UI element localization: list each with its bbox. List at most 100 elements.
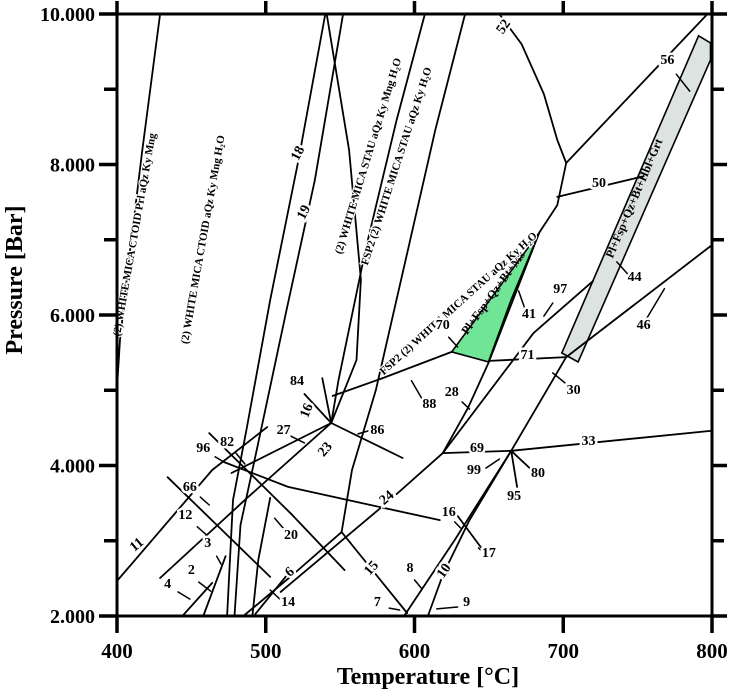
leader-96 (214, 456, 225, 463)
reaction-line-c69 (441, 449, 513, 455)
reaction-line-c20 (251, 496, 272, 617)
reaction-line-stau-left (325, 13, 362, 424)
curve-label-9-6: 9 (463, 595, 470, 610)
reaction-line-c9-10 (426, 449, 513, 617)
reaction-line-c66 (166, 476, 272, 578)
leader-66 (199, 496, 210, 506)
leader-16 (453, 521, 462, 529)
leader-99 (485, 458, 501, 469)
curve-label-56-29: 56 (660, 53, 674, 68)
reaction-line-prl (116, 13, 162, 389)
reaction-line-c2-3 (202, 555, 227, 617)
curve-label-84-36: 84 (290, 374, 304, 389)
leader-70 (447, 336, 459, 348)
leader-3 (215, 555, 222, 565)
reaction-line-c19 (233, 13, 345, 617)
leader-17 (477, 547, 486, 554)
reaction-line-c23 (159, 422, 333, 579)
y-tick-label-6000: 6.000 (50, 305, 95, 327)
curve-label-8-5: 8 (407, 561, 414, 576)
reaction-line-c24 (279, 452, 444, 593)
curve-label-69-31: 69 (470, 441, 484, 456)
curve-label-17-14: 17 (482, 546, 496, 561)
curve-label-16-12: 16 (442, 505, 456, 520)
y-axis-title: Pressure [Bar] (2, 205, 28, 354)
reaction-line-c33 (510, 429, 712, 452)
curve-label-82-35: 82 (220, 435, 234, 450)
leader-86 (357, 430, 370, 435)
reaction-line-c15 (340, 531, 409, 614)
reaction-line-c80 (510, 449, 532, 470)
curve-label-86-37: 86 (370, 423, 384, 438)
curve-label-88-38: 88 (422, 397, 436, 412)
curve-label-20-17: 20 (284, 528, 298, 543)
curve-label-71-33: 71 (521, 348, 535, 363)
reaction-line-c11 (116, 426, 269, 582)
y-tick-label-10000: 10.000 (40, 4, 95, 26)
leader-2 (198, 581, 212, 592)
curve-label-96-40: 96 (196, 441, 210, 456)
reaction-line-c46 (565, 244, 713, 359)
curve-label-97-41: 97 (553, 282, 567, 297)
reaction-line-c82 (208, 432, 346, 571)
leader-8 (413, 579, 423, 590)
x-axis-title: Temperature [°C] (337, 664, 519, 690)
reaction-line-c84 (303, 393, 333, 424)
reaction-line-c16-17 (456, 515, 486, 553)
curve-label-4-2: 4 (164, 577, 171, 592)
curve-label-44-25: 44 (628, 270, 642, 285)
leader-56 (675, 73, 691, 92)
curve-label-2-0: 2 (188, 563, 195, 578)
leader-14 (269, 589, 282, 601)
leader-88 (410, 380, 425, 402)
reaction-line-c96 (223, 461, 441, 521)
curve-label-3-1: 3 (204, 536, 211, 551)
leader-4 (177, 591, 191, 600)
reaction-line-c50 (556, 175, 645, 198)
reaction-line-fsp2b (340, 13, 467, 533)
leader-12 (196, 526, 209, 537)
leader-27 (290, 435, 306, 444)
reaction-line-c16r (321, 377, 333, 424)
x-tick-label-400: 400 (101, 639, 133, 663)
curve-label-28-21: 28 (445, 385, 459, 400)
curve-label-27-20: 27 (277, 423, 291, 438)
region-pl-fsp-qz-bt-ms (450, 231, 541, 363)
leader-9 (436, 606, 459, 610)
leader-97 (543, 302, 554, 317)
reaction-line-c71 (487, 356, 568, 362)
y-tick-label-2000: 2.000 (50, 606, 95, 628)
reaction-line-c30 (510, 356, 568, 452)
reaction-line-c6 (242, 531, 343, 617)
curve-label-70-32: 70 (436, 318, 450, 333)
curve-label-95-39: 95 (507, 489, 521, 504)
leader-30 (552, 372, 567, 385)
curve-label-14-10: 14 (281, 595, 295, 610)
reaction-line-c95 (510, 449, 518, 488)
reaction-line-c56 (565, 13, 709, 164)
y-tick-label-4000: 4.000 (50, 456, 95, 478)
curve-label-46-26: 46 (637, 318, 651, 333)
x-tick-label-500: 500 (250, 639, 282, 663)
region-pl-fsp-qz-bt-hbl-grt (560, 34, 712, 364)
curve-label-30-22: 30 (567, 383, 581, 398)
curve-label-7-4: 7 (374, 595, 381, 610)
reaction-line-c86 (330, 422, 404, 459)
curve-label-80-34: 80 (531, 466, 545, 481)
curve-label-66-30: 66 (183, 480, 197, 495)
reaction-line-c27 (230, 422, 333, 474)
leader-20 (273, 517, 288, 533)
leader-41 (517, 290, 526, 309)
leader-44 (616, 261, 630, 276)
curve-label-41-24: 41 (522, 307, 536, 322)
x-tick-label-600: 600 (399, 639, 431, 663)
leader-7 (388, 607, 401, 611)
curve-label-50-27: 50 (592, 176, 606, 191)
reaction-line-stau-low (331, 350, 453, 397)
x-tick-label-700: 700 (548, 639, 580, 663)
x-tick-label-800: 800 (696, 639, 728, 663)
leader-46 (645, 287, 666, 320)
y-tick-label-8000: 8.000 (50, 155, 95, 177)
